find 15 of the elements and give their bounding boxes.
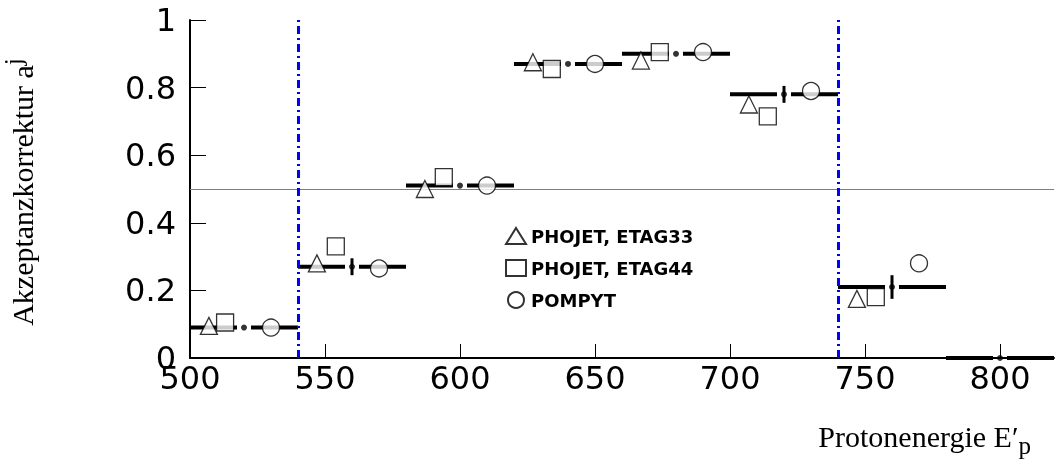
y-tick-label: 0.6 xyxy=(125,136,176,175)
x-tick-label: 650 xyxy=(564,359,626,397)
x-tick-label: 750 xyxy=(834,359,896,397)
x-tick-label: 600 xyxy=(429,359,491,397)
legend-label: PHOJET, ETAG33 xyxy=(531,225,694,247)
x-tick-label: 550 xyxy=(294,359,356,397)
legend-label: POMPYT xyxy=(531,289,617,311)
x-tick-label: 800 xyxy=(969,359,1031,397)
x-axis-title: Protonenergie E′$_{p}$ xyxy=(818,420,1031,460)
y-tick-label: 0.8 xyxy=(125,68,176,107)
x-tick-label: 700 xyxy=(699,359,761,397)
y-tick-label: 0.4 xyxy=(125,203,176,242)
y-tick-label: 1 xyxy=(155,1,176,39)
y-tick-label: 0.2 xyxy=(125,271,176,310)
legend-label: PHOJET, ETAG44 xyxy=(531,257,694,279)
